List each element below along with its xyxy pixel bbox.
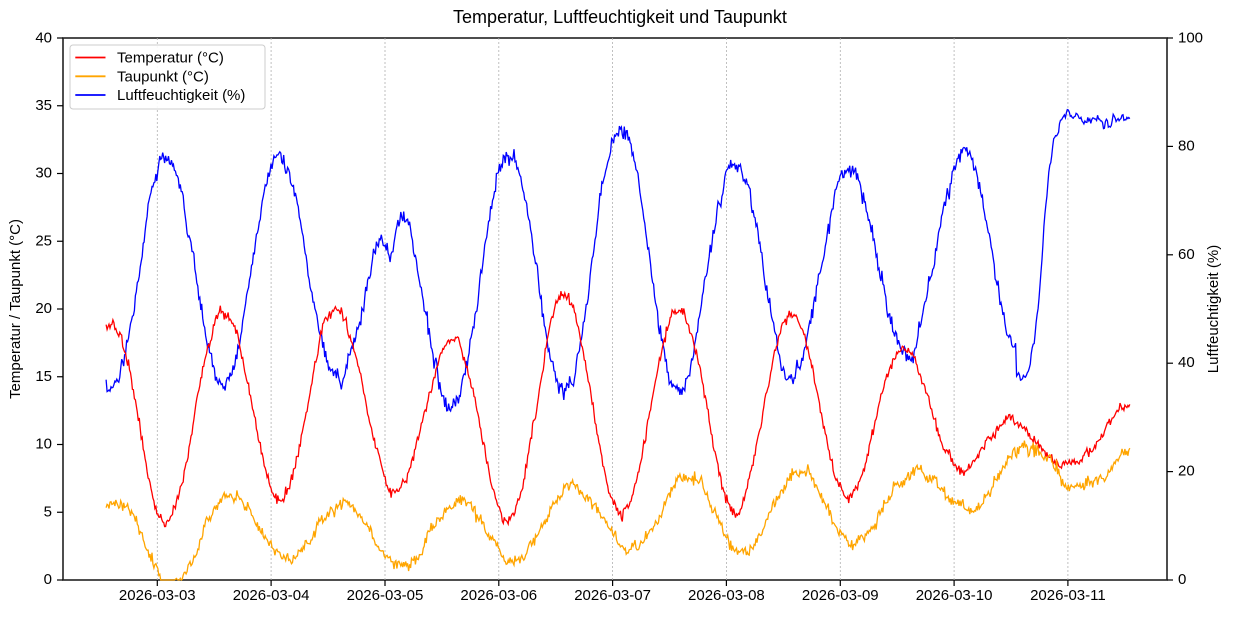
svg-text:2026-03-05: 2026-03-05 <box>347 587 424 604</box>
svg-text:60: 60 <box>1178 246 1195 263</box>
svg-text:2026-03-06: 2026-03-06 <box>460 587 537 604</box>
svg-text:100: 100 <box>1178 30 1203 47</box>
svg-text:2026-03-09: 2026-03-09 <box>802 587 879 604</box>
svg-text:25: 25 <box>35 232 52 249</box>
svg-text:Luftfeuchtigkeit (%): Luftfeuchtigkeit (%) <box>117 87 245 104</box>
svg-text:30: 30 <box>35 165 52 182</box>
svg-text:Luftfeuchtigkeit (%): Luftfeuchtigkeit (%) <box>1205 245 1222 373</box>
svg-text:2026-03-03: 2026-03-03 <box>119 587 196 604</box>
svg-text:2026-03-07: 2026-03-07 <box>574 587 651 604</box>
svg-text:0: 0 <box>44 571 52 588</box>
svg-text:2026-03-10: 2026-03-10 <box>916 587 993 604</box>
svg-text:80: 80 <box>1178 137 1195 154</box>
svg-text:35: 35 <box>35 97 52 114</box>
svg-text:5: 5 <box>44 503 52 520</box>
svg-text:15: 15 <box>35 368 52 385</box>
svg-text:10: 10 <box>35 436 52 453</box>
svg-text:Temperatur (°C): Temperatur (°C) <box>117 50 224 67</box>
svg-text:40: 40 <box>35 30 52 47</box>
svg-text:0: 0 <box>1178 571 1186 588</box>
svg-text:2026-03-08: 2026-03-08 <box>688 587 765 604</box>
svg-text:Temperatur / Taupunkt (°C): Temperatur / Taupunkt (°C) <box>7 219 24 399</box>
svg-text:2026-03-04: 2026-03-04 <box>233 587 310 604</box>
svg-text:Taupunkt (°C): Taupunkt (°C) <box>117 68 209 85</box>
svg-text:2026-03-11: 2026-03-11 <box>1030 587 1106 604</box>
svg-text:40: 40 <box>1178 354 1195 371</box>
svg-text:20: 20 <box>35 300 52 317</box>
svg-text:20: 20 <box>1178 463 1195 480</box>
